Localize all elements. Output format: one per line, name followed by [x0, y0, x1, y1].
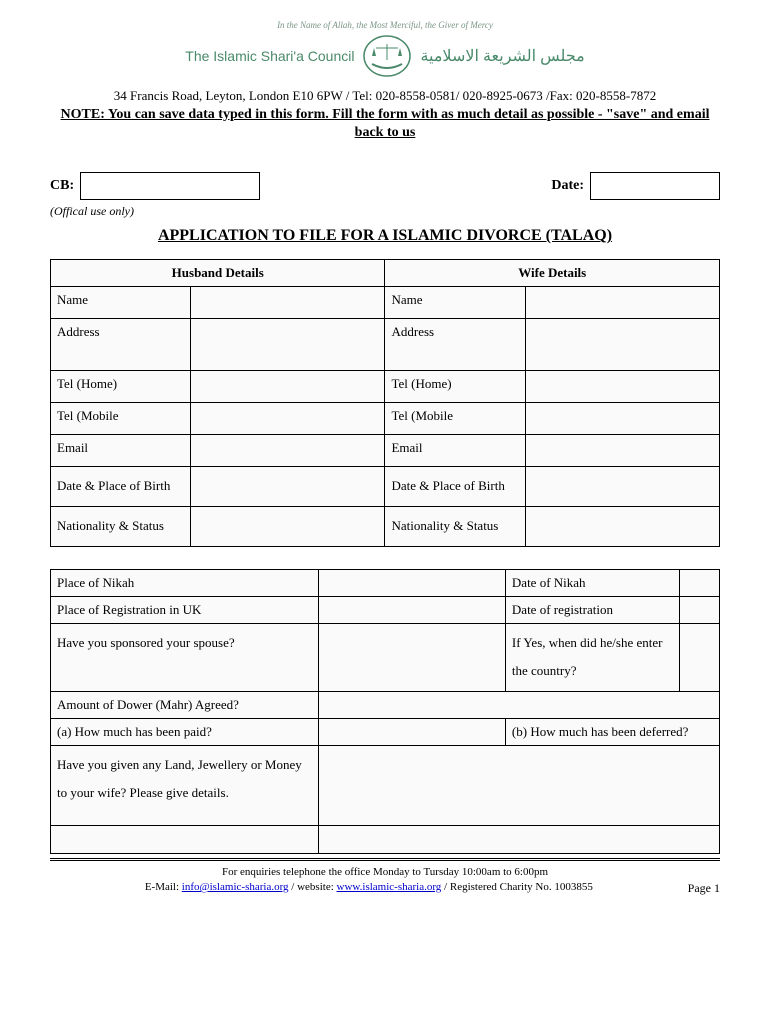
- cb-date-row: CB: Date:: [50, 172, 720, 200]
- husband-header: Husband Details: [51, 260, 385, 287]
- place-reg-label: Place of Registration in UK: [51, 596, 319, 623]
- husband-telmob-input[interactable]: [191, 403, 385, 435]
- page-number: Page 1: [688, 880, 720, 897]
- husband-nat-label: Nationality & Status: [51, 506, 191, 546]
- wife-email-input[interactable]: [525, 435, 719, 467]
- place-reg-input[interactable]: [318, 596, 505, 623]
- husband-telmob-label: Tel (Mobile: [51, 403, 191, 435]
- husband-email-label: Email: [51, 435, 191, 467]
- date-nikah-label: Date of Nikah: [505, 569, 679, 596]
- land-label: Have you given any Land, Jewellery or Mo…: [51, 745, 319, 825]
- place-nikah-input[interactable]: [318, 569, 505, 596]
- dower-label: Amount of Dower (Mahr) Agreed?: [51, 691, 319, 718]
- blank-input[interactable]: [318, 825, 719, 853]
- deferred-label: (b) How much has been deferred?: [505, 718, 719, 745]
- footer-email-label: E-Mail:: [145, 881, 182, 893]
- footer-charity: / Registered Charity No. 1003855: [441, 881, 593, 893]
- wife-dob-input[interactable]: [525, 467, 719, 507]
- address-line: 34 Francis Road, Leyton, London E10 6PW …: [50, 88, 720, 104]
- date-reg-input[interactable]: [679, 596, 719, 623]
- invocation-text: In the Name of Allah, the Most Merciful,…: [50, 20, 720, 30]
- council-name-arabic: مجلس الشريعة الاسلامية: [420, 46, 584, 66]
- paid-input[interactable]: [318, 718, 505, 745]
- official-use-note: (Offical use only): [50, 204, 720, 219]
- wife-email-label: Email: [385, 435, 525, 467]
- wife-nat-input[interactable]: [525, 506, 719, 546]
- footer-email-link[interactable]: info@islamic-sharia.org: [182, 881, 289, 893]
- note-text: NOTE: You can save data typed in this fo…: [50, 106, 720, 142]
- husband-dob-label: Date & Place of Birth: [51, 467, 191, 507]
- council-logo-icon: [362, 34, 412, 78]
- husband-email-input[interactable]: [191, 435, 385, 467]
- wife-telmob-label: Tel (Mobile: [385, 403, 525, 435]
- sponsored-label: Have you sponsored your spouse?: [51, 623, 319, 691]
- details-table: Husband Details Wife Details Name Name A…: [50, 259, 720, 546]
- page-title: APPLICATION TO FILE FOR A ISLAMIC DIVORC…: [50, 227, 720, 245]
- husband-name-label: Name: [51, 287, 191, 319]
- wife-telmob-input[interactable]: [525, 403, 719, 435]
- husband-dob-input[interactable]: [191, 467, 385, 507]
- blank-label: [51, 825, 319, 853]
- husband-name-input[interactable]: [191, 287, 385, 319]
- sponsored-input[interactable]: [318, 623, 505, 691]
- husband-address-input[interactable]: [191, 319, 385, 371]
- husband-address-label: Address: [51, 319, 191, 371]
- husband-nat-input[interactable]: [191, 506, 385, 546]
- footer-website-link[interactable]: www.islamic-sharia.org: [337, 881, 442, 893]
- wife-nat-label: Nationality & Status: [385, 506, 525, 546]
- wife-name-label: Name: [385, 287, 525, 319]
- council-name-english: The Islamic Shari'a Council: [185, 48, 354, 64]
- wife-header: Wife Details: [385, 260, 720, 287]
- ifyes-label: If Yes, when did he/she enter the countr…: [505, 623, 679, 691]
- footer: For enquiries telephone the office Monda…: [50, 865, 720, 896]
- wife-address-label: Address: [385, 319, 525, 371]
- nikah-table: Place of Nikah Date of Nikah Place of Re…: [50, 569, 720, 854]
- husband-telhome-input[interactable]: [191, 371, 385, 403]
- land-input[interactable]: [318, 745, 719, 825]
- wife-telhome-input[interactable]: [525, 371, 719, 403]
- wife-name-input[interactable]: [525, 287, 719, 319]
- logo-row: The Islamic Shari'a Council مجلس الشريعة…: [50, 34, 720, 78]
- wife-telhome-label: Tel (Home): [385, 371, 525, 403]
- footer-line1: For enquiries telephone the office Monda…: [222, 866, 548, 878]
- date-input[interactable]: [590, 172, 720, 200]
- footer-divider: [50, 858, 720, 861]
- footer-website-label: / website:: [289, 881, 337, 893]
- cb-input[interactable]: [80, 172, 260, 200]
- place-nikah-label: Place of Nikah: [51, 569, 319, 596]
- husband-telhome-label: Tel (Home): [51, 371, 191, 403]
- ifyes-input[interactable]: [679, 623, 719, 691]
- paid-label: (a) How much has been paid?: [51, 718, 319, 745]
- date-label: Date:: [551, 172, 584, 194]
- date-nikah-input[interactable]: [679, 569, 719, 596]
- dower-input[interactable]: [318, 691, 719, 718]
- wife-dob-label: Date & Place of Birth: [385, 467, 525, 507]
- cb-label: CB:: [50, 172, 74, 194]
- wife-address-input[interactable]: [525, 319, 719, 371]
- date-reg-label: Date of registration: [505, 596, 679, 623]
